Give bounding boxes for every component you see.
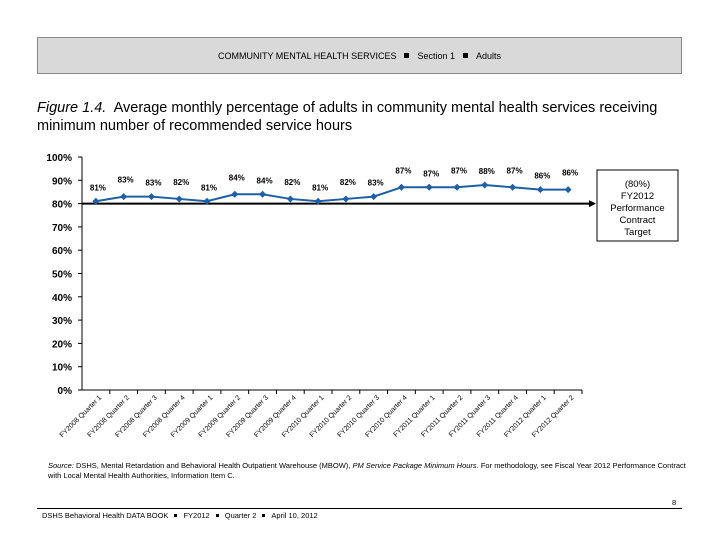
- data-point: [370, 193, 378, 201]
- y-tick-label: 30%: [52, 316, 72, 327]
- target-label-line: Performance: [610, 203, 664, 214]
- data-label: 84%: [257, 176, 273, 185]
- data-label: 83%: [118, 176, 134, 185]
- data-point: [536, 186, 544, 194]
- data-point: [120, 193, 128, 201]
- y-tick-label: 20%: [52, 339, 72, 350]
- data-point: [342, 195, 350, 203]
- data-point: [509, 183, 517, 191]
- y-tick-label: 40%: [52, 293, 72, 304]
- data-point: [147, 193, 155, 201]
- data-point: [425, 183, 433, 191]
- target-arrow-icon: [589, 200, 596, 208]
- target-label-line: Target: [624, 227, 651, 238]
- footer-divider: [37, 508, 682, 509]
- data-label: 87%: [395, 166, 411, 175]
- data-point: [203, 197, 211, 205]
- y-tick-label: 100%: [46, 153, 72, 164]
- footer: DSHS Behavioral Health DATA BOOK FY2012 …: [42, 511, 318, 520]
- y-tick-label: 70%: [52, 223, 72, 234]
- header-title: COMMUNITY MENTAL HEALTH SERVICES: [217, 50, 397, 61]
- data-label: 87%: [423, 169, 439, 178]
- data-point: [564, 186, 572, 194]
- data-point: [175, 195, 183, 203]
- data-label: 82%: [173, 178, 189, 187]
- footer-fy: FY2012: [183, 511, 210, 520]
- data-label: 86%: [562, 169, 578, 178]
- line-chart: 0%10%20%30%40%50%60%70%80%90%100%FY2008 …: [46, 153, 679, 439]
- square-bullet-icon: [404, 53, 410, 58]
- footer-book: DSHS Behavioral Health DATA BOOK: [42, 511, 169, 520]
- source-text2: . For methodology, see Fiscal Year 2012 …: [48, 461, 686, 480]
- page-number: 8: [672, 498, 677, 507]
- series-line: [95, 183, 569, 203]
- data-label: 83%: [145, 179, 161, 188]
- data-label: 83%: [368, 179, 384, 188]
- data-label: 87%: [451, 166, 467, 175]
- data-point: [481, 181, 489, 189]
- data-label: 82%: [284, 178, 300, 187]
- data-label: 84%: [229, 173, 245, 182]
- data-label: 81%: [312, 183, 328, 192]
- data-point: [453, 183, 461, 191]
- square-bullet-icon: [262, 514, 266, 517]
- data-point: [231, 190, 239, 198]
- source-note: Source: DSHS, Mental Retardation and Beh…: [48, 461, 688, 481]
- data-point: [314, 197, 322, 205]
- data-label: 81%: [90, 183, 106, 192]
- target-label-box: [596, 169, 679, 242]
- y-tick-label: 90%: [52, 176, 72, 187]
- y-tick-label: 50%: [52, 270, 72, 281]
- footer-quarter: Quarter 2: [224, 511, 257, 520]
- square-bullet-icon: [463, 53, 469, 58]
- target-label-line: FY2012: [621, 191, 654, 202]
- data-label: 82%: [340, 178, 356, 187]
- y-tick-label: 80%: [52, 200, 72, 211]
- source-label: Source:: [48, 461, 74, 470]
- figure-number: Figure 1.4.: [37, 100, 107, 116]
- target-label-line: Contract: [620, 215, 656, 226]
- square-bullet-icon: [174, 514, 178, 517]
- figure-title: Figure 1.4. Average monthly percentage o…: [37, 99, 687, 135]
- data-label: 87%: [507, 166, 523, 175]
- data-label: 86%: [534, 172, 550, 181]
- data-point: [92, 197, 100, 205]
- source-text: DSHS, Mental Retardation and Behavioral …: [73, 461, 353, 470]
- target-label-line: (80%): [625, 179, 650, 190]
- header-population: Adults: [476, 50, 502, 61]
- section-header: COMMUNITY MENTAL HEALTH SERVICES Section…: [37, 37, 682, 74]
- footer-date: April 10, 2012: [271, 511, 318, 520]
- data-label: 88%: [479, 167, 495, 176]
- y-tick-label: 60%: [52, 246, 72, 257]
- data-point: [397, 183, 405, 191]
- data-point: [259, 190, 267, 198]
- square-bullet-icon: [215, 514, 219, 517]
- data-point: [286, 195, 294, 203]
- source-italic: PM Service Package Minimum Hours: [352, 461, 477, 470]
- header-section: Section 1: [417, 50, 456, 61]
- data-label: 81%: [201, 183, 217, 192]
- y-tick-label: 0%: [58, 386, 73, 397]
- y-tick-label: 10%: [52, 363, 72, 374]
- figure-caption: Average monthly percentage of adults in …: [37, 100, 658, 134]
